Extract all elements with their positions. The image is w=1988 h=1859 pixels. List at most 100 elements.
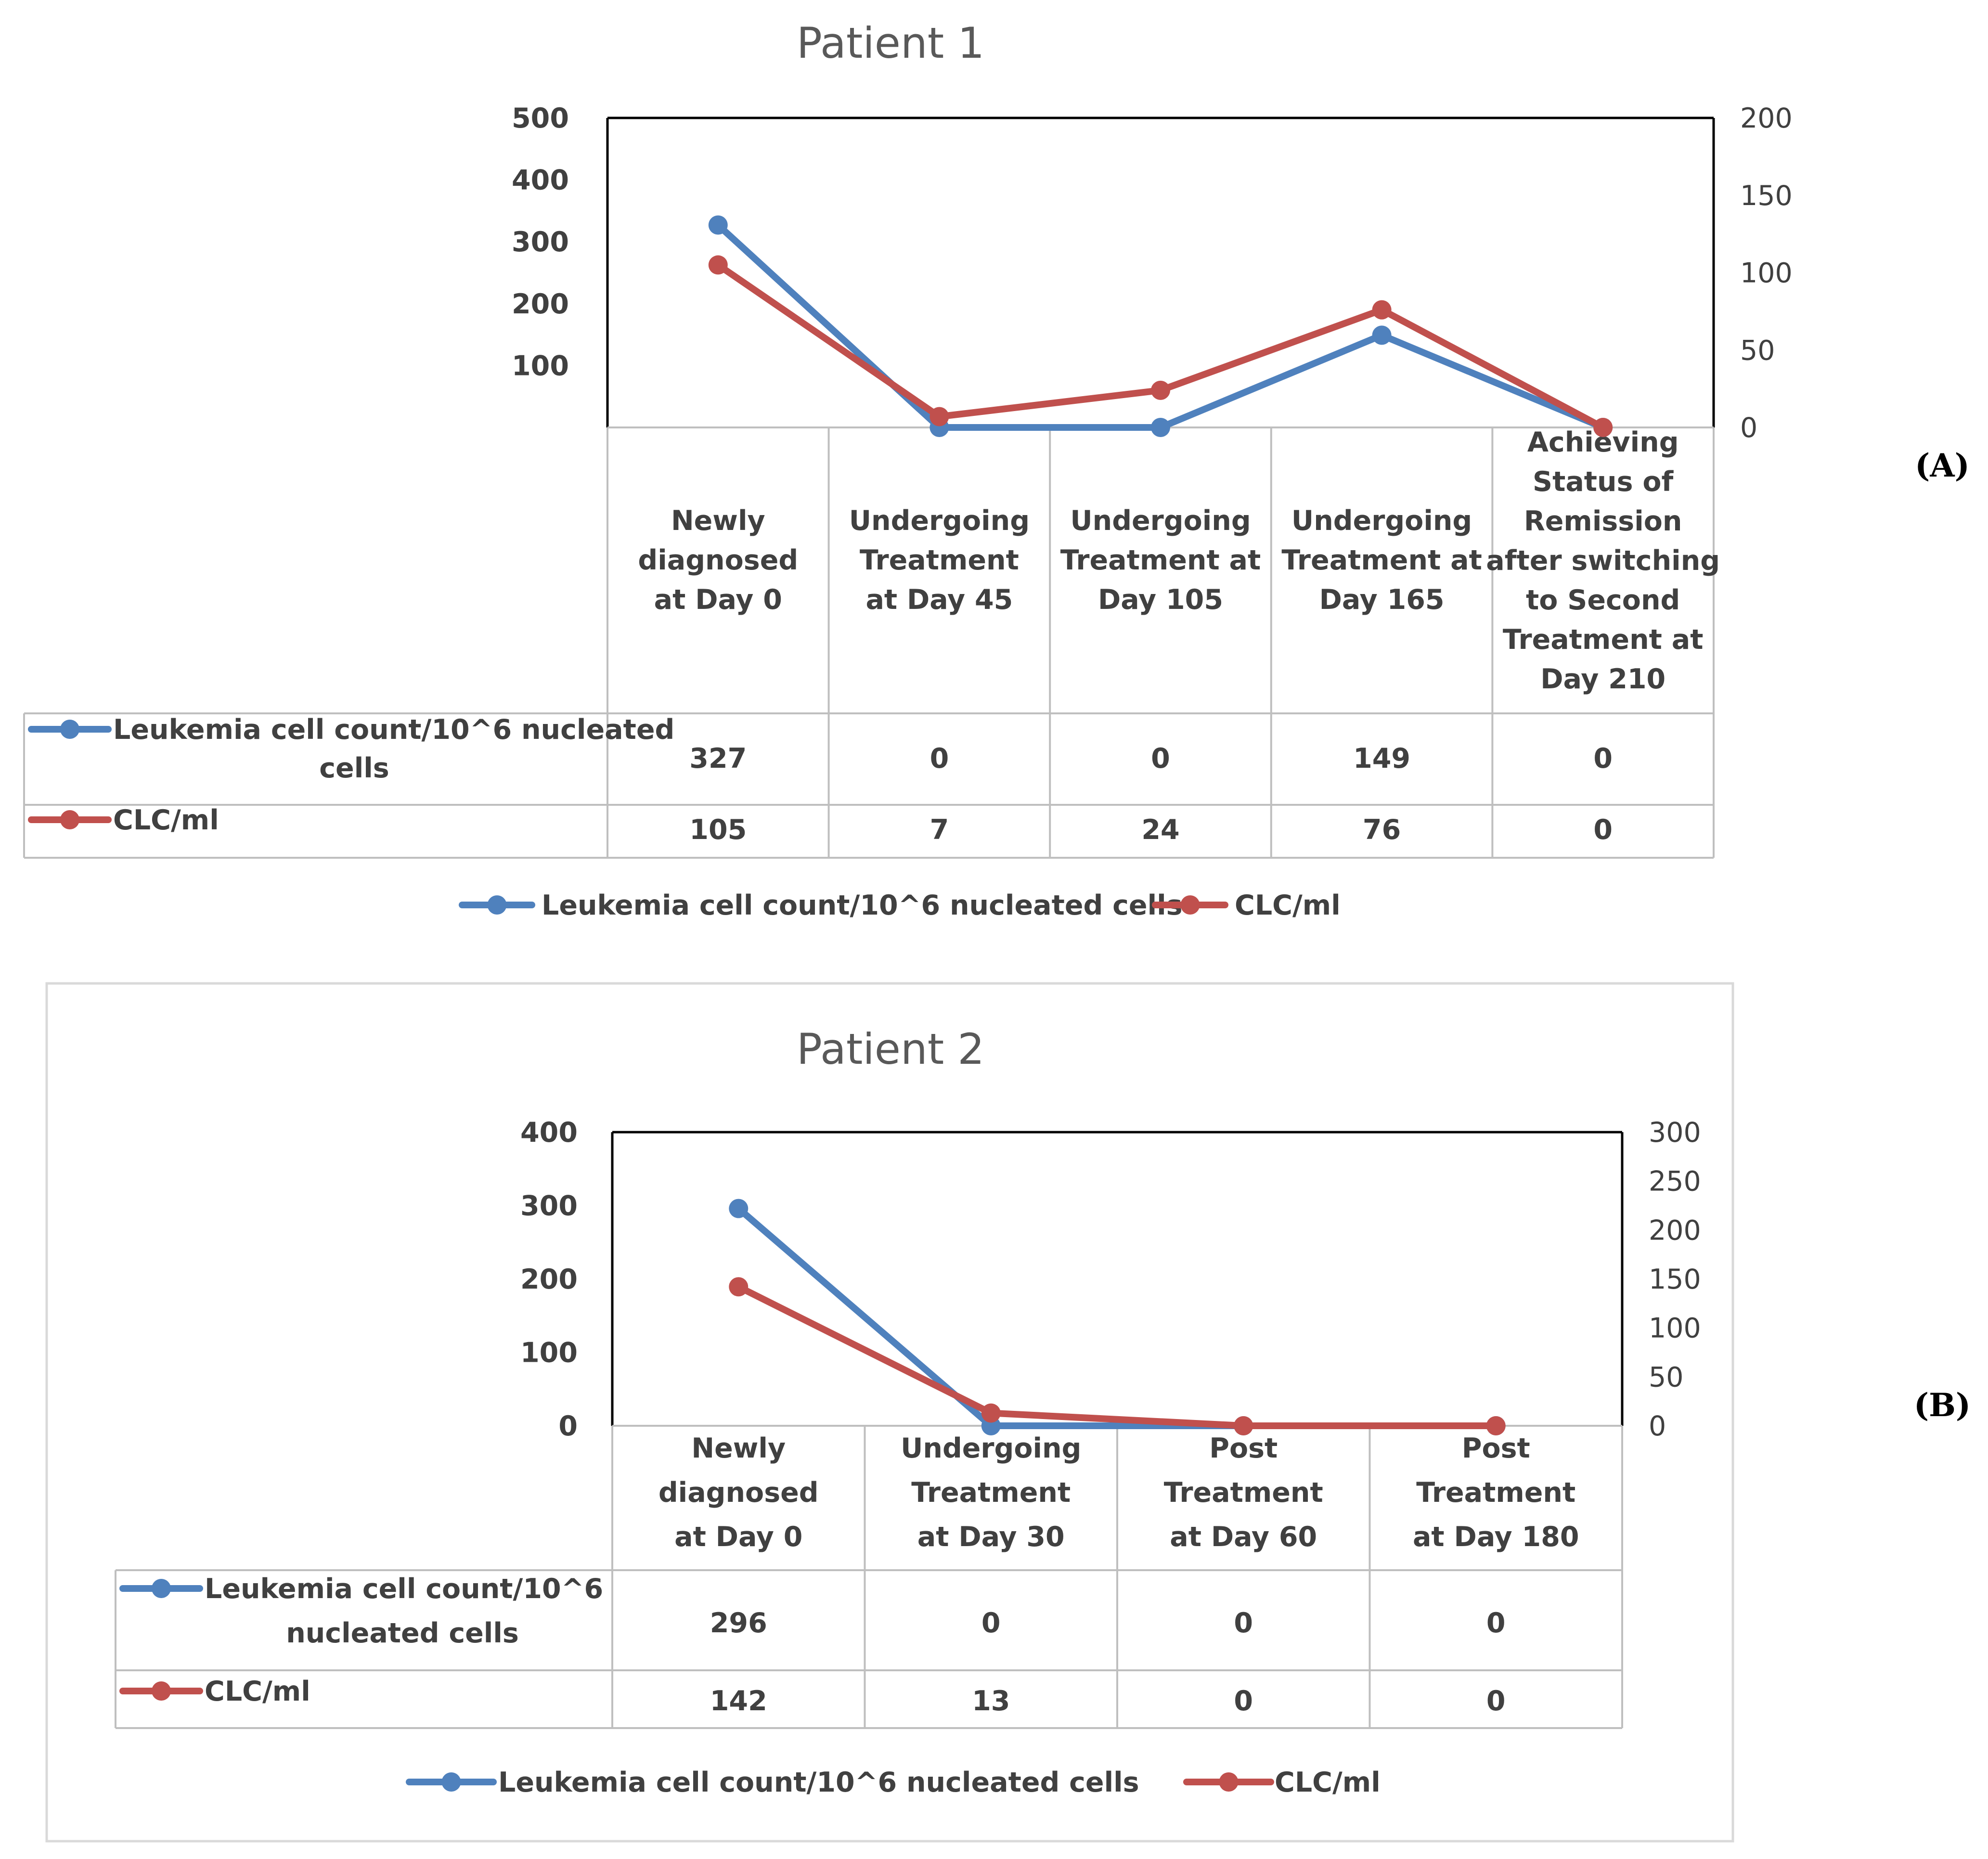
legend-key-marker [1219,1772,1239,1792]
category-label: Treatment at [1060,544,1261,576]
category-label: Undergoing [1291,505,1472,537]
patient-2-chart: Patient 2 0 100 200 300 400 0 50 100 150 200 250 300… [45,982,1971,1843]
category-label: after switching [1486,545,1720,577]
category-label: Remission [1524,505,1682,537]
clc-data-point [1486,1416,1506,1435]
category-label: Newly [671,505,765,537]
category-label: at Day 45 [865,584,1013,616]
y-left-tick-label: 300 [512,226,569,258]
series-row-label: nucleated cells [286,1617,519,1649]
y-right-tick-label: 100 [1740,258,1793,289]
category-label: at Day 0 [674,1521,802,1553]
y-left-tick-label: 300 [520,1190,578,1222]
category-label: Treatment [1164,1477,1323,1509]
table-cell-value: 105 [689,814,747,846]
category-label: Treatment [860,544,1019,576]
chart-title: Patient 1 [797,18,984,68]
legend-key-marker [487,895,507,915]
clc-data-point [929,407,949,426]
table-cell-value: 296 [710,1607,767,1639]
y-left-tick-label: 400 [520,1117,578,1149]
table-cell-value: 0 [1486,1685,1506,1717]
y-right-tick-label: 200 [1649,1214,1701,1246]
clc-data-point [1593,418,1613,437]
series-row-label: Leukemia cell count/10^6 nucleated [113,714,674,746]
table-cell-value: 0 [1234,1685,1253,1717]
legend-label: CLC/ml [1275,1767,1381,1798]
y-right-tick-label: 50 [1740,335,1775,366]
series-row-label: Leukemia cell count/10^6 [205,1573,603,1605]
table-key-marker [152,1681,171,1701]
category-label: to Second [1526,584,1680,616]
table-cell-value: 0 [1593,814,1613,846]
y-left-tick-label: 200 [520,1264,578,1295]
legend-label: Leukemia cell count/10^6 nucleated cells [542,890,1183,921]
clc-data-point [708,255,728,275]
category-label: at Day 180 [1413,1521,1579,1553]
category-label: Post [1209,1433,1278,1464]
y-right-tick-label: 150 [1740,180,1793,212]
table-cell-value: 24 [1141,814,1179,846]
legend-label: CLC/ml [1235,890,1341,921]
category-label: Undergoing [1070,505,1251,537]
category-label: Undergoing [849,505,1030,537]
table-cell-value: 7 [930,814,949,846]
y-left-tick-label: 100 [512,350,569,382]
category-label: at Day 0 [654,584,782,616]
table-key-marker [60,720,79,739]
category-label: Undergoing [901,1433,1081,1464]
chart-outer-border [45,982,1734,1843]
panel-label: (A) [1915,447,1970,484]
y-left-tick-label: 400 [512,165,569,196]
category-label: diagnosed [638,544,798,576]
y-left-tick-label: 0 [558,1410,578,1442]
chart-title: Patient 2 [797,1024,984,1074]
y-right-tick-label: 200 [1740,103,1793,134]
table-cell-value: 0 [1151,743,1170,775]
category-label: Day 165 [1319,584,1445,616]
table-cell-value: 76 [1363,814,1401,846]
category-label: Treatment [1416,1477,1575,1509]
table-cell-value: 142 [710,1685,767,1717]
table-cell-value: 0 [930,743,949,775]
table-key-marker [60,810,79,829]
clc-data-point [1234,1416,1253,1435]
y-left-tick-label: 100 [520,1337,578,1369]
leukemia-data-point [708,215,728,235]
panel-label: (B) [1914,1386,1971,1424]
table-cell-value: 149 [1353,743,1410,775]
table-cell-value: 0 [1234,1607,1253,1639]
category-label: Treatment at [1281,544,1482,576]
category-label: Day 210 [1540,663,1665,695]
leukemia-data-point [729,1199,749,1218]
y-left-tick-label: 200 [512,288,569,320]
clc-data-point [1372,300,1392,320]
category-label: Treatment at [1503,624,1704,656]
category-label: Treatment [911,1477,1071,1509]
category-label: Newly [691,1433,786,1464]
leukemia-data-point [1151,418,1170,437]
leukemia-series-line [736,1206,1496,1429]
y-right-tick-label: 300 [1649,1117,1701,1149]
table-cell-value: 0 [1593,743,1613,775]
category-label: at Day 30 [917,1521,1065,1553]
patient-1-chart: Patient 1 100 200 300 400 500 0 50 100 150 200 Newl… [23,18,1970,921]
clc-data-point [1151,380,1170,400]
legend-key-marker [1180,895,1200,915]
y-right-tick-label: 0 [1649,1410,1666,1442]
category-label: Post [1462,1433,1530,1464]
y-right-tick-label: 250 [1649,1166,1701,1198]
table-cell-value: 13 [972,1685,1010,1717]
table-key-marker [152,1579,171,1598]
clc-data-point [981,1403,1001,1423]
y-right-tick-label: 150 [1649,1264,1701,1295]
clc-series-line [737,1284,1496,1429]
table-cell-value: 0 [981,1607,1001,1639]
category-label: Day 105 [1098,584,1223,616]
table-cell-value: 327 [689,743,747,775]
clc-data-point [729,1277,749,1297]
category-label: diagnosed [658,1477,819,1509]
y-right-tick-label: 50 [1649,1361,1684,1393]
leukemia-data-point [1372,325,1392,345]
legend-key-marker [441,1772,461,1792]
